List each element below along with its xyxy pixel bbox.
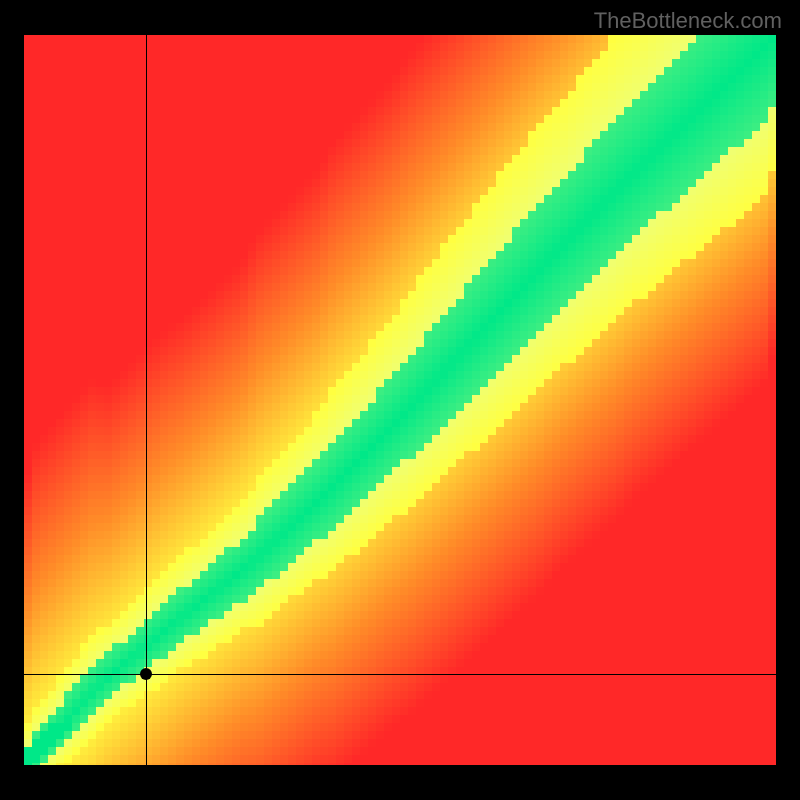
heatmap-canvas bbox=[24, 35, 776, 765]
heatmap-plot bbox=[24, 35, 776, 765]
watermark-text: TheBottleneck.com bbox=[594, 8, 782, 34]
